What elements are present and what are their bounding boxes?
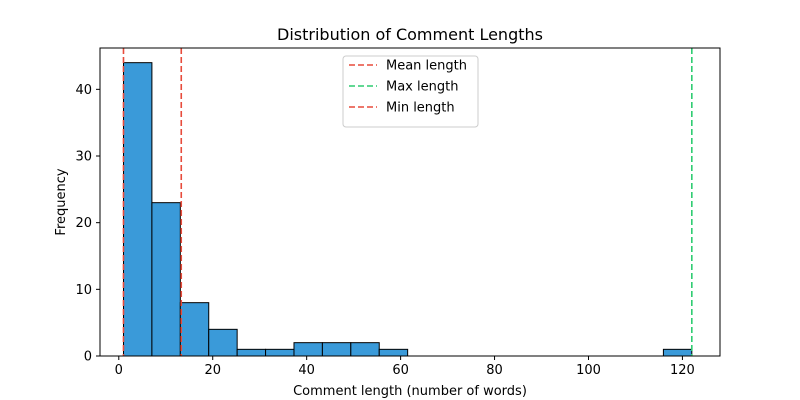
legend-label: Max length: [386, 80, 458, 95]
x-tick-label: 40: [298, 363, 315, 378]
x-tick-label: 100: [576, 363, 601, 378]
y-axis-label: Frequency: [54, 168, 69, 235]
y-axis-ticks: 0 10 20 30 40: [75, 83, 100, 365]
histogram-bar-8: [350, 342, 380, 357]
x-tick-label: 80: [486, 363, 503, 378]
y-tick-label: 40: [75, 83, 92, 98]
legend-label: Min length: [386, 101, 455, 116]
x-axis-label: Comment length (number of words): [293, 384, 527, 399]
histogram-bar-3: [208, 328, 238, 357]
y-tick-label: 10: [75, 283, 92, 298]
histogram-bar-4: [236, 348, 267, 357]
x-axis-ticks: 0 20 40 60 80 100 120: [115, 356, 695, 378]
histogram-bars: [122, 62, 693, 357]
histogram-bar-2: [179, 302, 210, 357]
legend-label: Mean length: [386, 59, 467, 74]
x-tick-label: 20: [204, 363, 221, 378]
x-tick-label: 120: [670, 363, 695, 378]
x-tick-label: 0: [115, 363, 123, 378]
histogram-bar-19: [662, 348, 693, 357]
reference-lines: [122, 48, 693, 356]
histogram-bar-9: [378, 348, 409, 357]
y-tick-label: 20: [75, 216, 92, 231]
y-tick-label: 30: [75, 150, 92, 165]
histogram-bar-7: [321, 342, 352, 357]
chart-title: Distribution of Comment Lengths: [277, 25, 543, 44]
plot-frame: [99, 47, 721, 357]
histogram-bar-5: [265, 348, 295, 357]
histogram-bar-0: [122, 62, 153, 357]
legend: Mean length Max length Min length: [342, 55, 479, 128]
histogram-bar-6: [293, 342, 323, 357]
legend-box: [342, 55, 479, 128]
x-tick-label: 60: [392, 363, 409, 378]
histogram-bar-1: [151, 202, 181, 357]
y-tick-label: 0: [84, 350, 92, 365]
